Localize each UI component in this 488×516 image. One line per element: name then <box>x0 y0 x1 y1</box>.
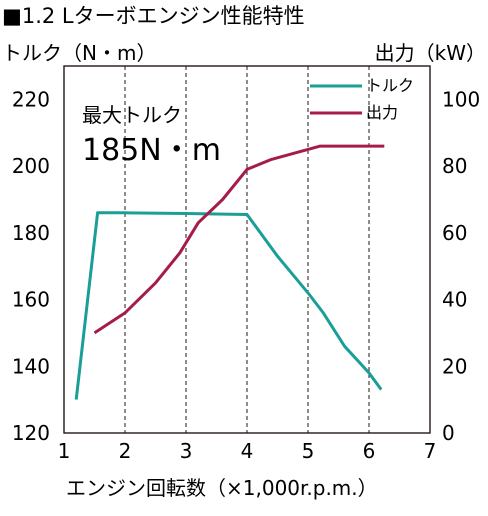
y-right-tick-label: 60 <box>442 221 467 245</box>
y-left-tick-label: 180 <box>12 221 50 245</box>
x-tick-label: 4 <box>241 439 254 463</box>
x-tick-label: 1 <box>58 439 71 463</box>
power-series-line <box>93 144 385 335</box>
y-left-tick-label: 140 <box>12 354 50 378</box>
plot-frame <box>63 65 431 434</box>
grid <box>124 66 370 433</box>
right-axis-title: 出力（kW） <box>375 41 486 65</box>
y-right-tick-label: 100 <box>442 87 480 111</box>
x-tick-label: 6 <box>363 439 376 463</box>
left-axis-title: トルク（N・m） <box>2 41 156 65</box>
chart-title: ■1.2 Lターボエンジン性能特性 <box>2 4 305 28</box>
tick-labels: 1 2 3 4 5 6 7 120 140 160 180 200 220 0 20 40 60 80 100 <box>12 87 480 463</box>
y-right-tick-label: 40 <box>442 288 467 312</box>
y-left-tick-label: 200 <box>12 154 50 178</box>
x-tick-label: 5 <box>302 439 315 463</box>
legend-power-label: 出力 <box>366 103 398 122</box>
series-lines <box>74 144 385 400</box>
max-torque-value: 185N・m <box>82 133 221 168</box>
y-left-tick-label: 220 <box>12 87 50 111</box>
torque-series-line <box>74 211 383 400</box>
legend-torque-label: トルク <box>366 76 414 95</box>
x-tick-label: 7 <box>424 439 437 463</box>
y-left-tick-label: 160 <box>12 288 50 312</box>
x-tick-label: 3 <box>180 439 193 463</box>
y-right-tick-label: 80 <box>442 154 467 178</box>
x-axis-title: エンジン回転数（×1,000r.p.m.） <box>66 476 378 500</box>
y-right-tick-label: 20 <box>442 354 467 378</box>
x-tick-label: 2 <box>119 439 132 463</box>
y-left-tick-label: 120 <box>12 421 50 445</box>
legend: トルク 出力 <box>310 76 414 122</box>
max-torque-label: 最大トルク <box>82 103 182 127</box>
y-right-tick-label: 0 <box>442 421 455 445</box>
